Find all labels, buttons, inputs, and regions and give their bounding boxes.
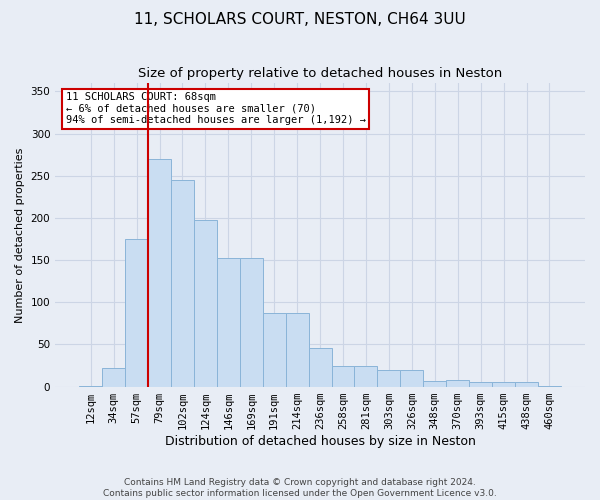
Bar <box>332 366 355 386</box>
Text: 11 SCHOLARS COURT: 68sqm
← 6% of detached houses are smaller (70)
94% of semi-de: 11 SCHOLARS COURT: 68sqm ← 6% of detache… <box>66 92 366 126</box>
Bar <box>492 382 515 386</box>
Bar <box>400 370 423 386</box>
Bar <box>148 159 171 386</box>
Bar <box>217 258 240 386</box>
Y-axis label: Number of detached properties: Number of detached properties <box>15 147 25 322</box>
Bar <box>469 382 492 386</box>
Bar <box>125 239 148 386</box>
Text: 11, SCHOLARS COURT, NESTON, CH64 3UU: 11, SCHOLARS COURT, NESTON, CH64 3UU <box>134 12 466 28</box>
Bar <box>102 368 125 386</box>
Title: Size of property relative to detached houses in Neston: Size of property relative to detached ho… <box>138 68 502 80</box>
Text: Contains HM Land Registry data © Crown copyright and database right 2024.
Contai: Contains HM Land Registry data © Crown c… <box>103 478 497 498</box>
Bar <box>263 313 286 386</box>
X-axis label: Distribution of detached houses by size in Neston: Distribution of detached houses by size … <box>164 434 476 448</box>
Bar <box>194 220 217 386</box>
Bar <box>308 348 332 387</box>
Bar <box>423 380 446 386</box>
Bar <box>446 380 469 386</box>
Bar <box>286 313 308 386</box>
Bar <box>515 382 538 386</box>
Bar <box>240 258 263 386</box>
Bar <box>171 180 194 386</box>
Bar <box>355 366 377 386</box>
Bar <box>377 370 400 386</box>
